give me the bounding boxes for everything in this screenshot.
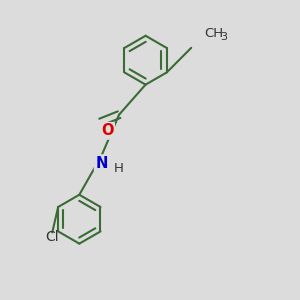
Text: H: H <box>114 162 124 175</box>
Text: O: O <box>101 123 114 138</box>
Text: O: O <box>101 123 114 138</box>
Text: Cl: Cl <box>45 230 59 244</box>
Text: N: N <box>95 156 108 171</box>
Text: N: N <box>95 156 108 171</box>
Text: CH: CH <box>205 27 224 40</box>
Text: 3: 3 <box>221 32 228 42</box>
